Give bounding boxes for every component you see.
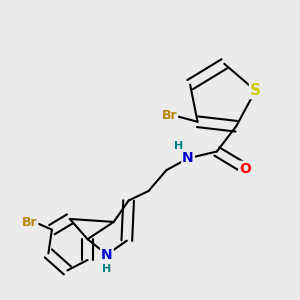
Text: Br: Br	[22, 216, 38, 229]
Text: H: H	[174, 141, 183, 151]
Text: S: S	[250, 83, 261, 98]
Text: H: H	[102, 264, 112, 274]
Text: N: N	[182, 151, 194, 165]
Text: O: O	[239, 162, 251, 176]
Text: Br: Br	[161, 109, 177, 122]
Text: N: N	[101, 248, 113, 262]
